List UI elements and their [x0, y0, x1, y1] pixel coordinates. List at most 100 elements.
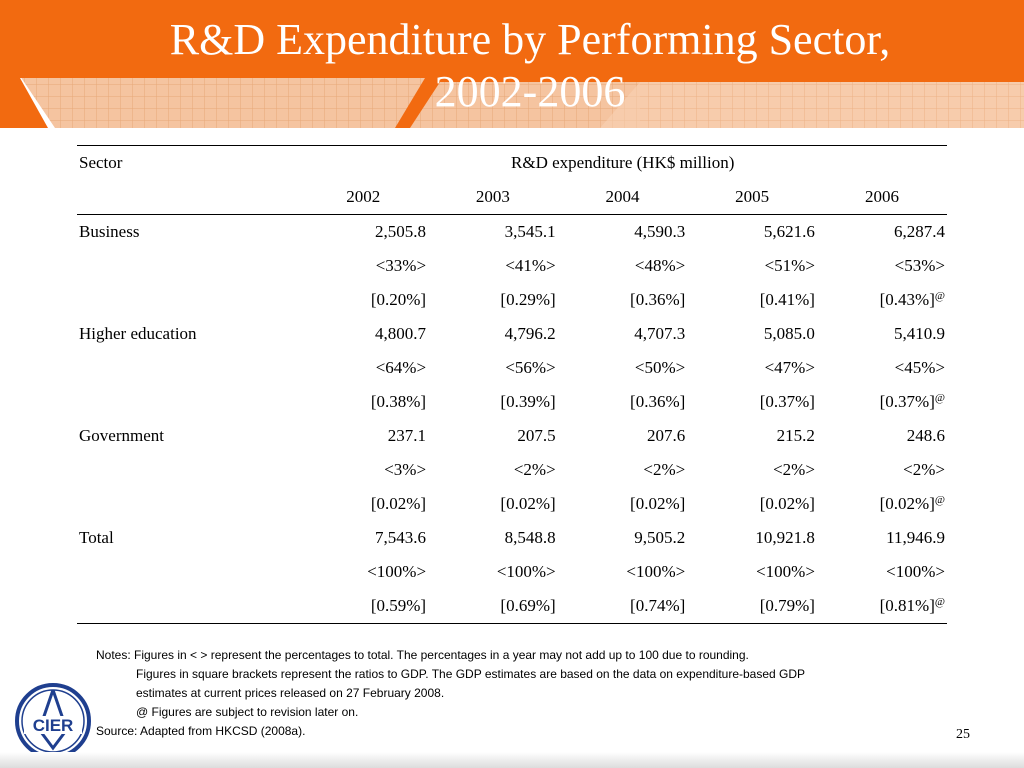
gdp-ratio-cell: [0.20%]	[370, 290, 427, 309]
gdp-ratio-cell: [0.37%]	[759, 392, 815, 411]
value-cell: 9,505.2	[634, 528, 686, 547]
gdp-ratio-cell: [0.43%]@	[817, 283, 947, 317]
slide-title-line-1: R&D Expenditure by Performing Sector,	[169, 15, 891, 64]
table-year-header-row: 2002 2003 2004 2005 2006	[77, 180, 947, 215]
gdp-ratio-cell: [0.39%]	[500, 392, 556, 411]
gdp-ratio-cell: [0.69%]	[428, 589, 558, 624]
expenditure-spanning-header: R&D expenditure (HK$ million)	[298, 145, 947, 180]
share-cell: <2%>	[513, 460, 556, 479]
share-cell: <50%>	[634, 358, 686, 377]
year-header: 2005	[687, 180, 817, 215]
share-cell: <45%>	[894, 358, 945, 377]
gdp-ratio-cell: [0.29%]	[500, 290, 556, 309]
value-cell: 4,796.2	[504, 324, 556, 343]
gdp-ratio-cell: [0.41%]	[759, 290, 815, 309]
empty-cell	[77, 249, 298, 283]
empty-cell	[77, 385, 298, 419]
value-cell: 11,946.9	[886, 528, 945, 547]
table-row: [0.59%] [0.69%] [0.74%] [0.79%] [0.81%]@	[77, 589, 947, 624]
revision-marker: @	[934, 494, 945, 506]
rd-expenditure-table: Sector R&D expenditure (HK$ million) 200…	[77, 145, 947, 624]
empty-cell	[77, 453, 298, 487]
gdp-ratio-cell: [0.79%]	[687, 589, 817, 624]
value-cell: 4,707.3	[634, 324, 686, 343]
value-cell: 237.1	[387, 426, 427, 445]
share-cell: <47%>	[764, 358, 815, 377]
gdp-ratio-cell: [0.02%]	[759, 494, 815, 513]
value-cell: 2,505.8	[375, 222, 427, 241]
sector-label: Government	[79, 426, 164, 445]
gdp-ratio-value: [0.81%]	[879, 596, 935, 615]
sector-label: Total	[79, 528, 114, 547]
value-cell: 207.6	[647, 426, 686, 445]
table-header-row: Sector R&D expenditure (HK$ million)	[77, 145, 947, 180]
share-cell: <100%>	[756, 562, 815, 581]
empty-header-cell	[77, 180, 299, 215]
table-row: [0.02%] [0.02%] [0.02%] [0.02%] [0.02%]@	[77, 487, 947, 521]
value-cell: 5,410.9	[894, 324, 945, 343]
note-line: @ Figures are subject to revision later …	[136, 705, 359, 719]
table-notes: Notes: Figures in < > represent the perc…	[96, 646, 956, 741]
table-row: Government 237.1 207.5 207.6 215.2 248.6	[77, 419, 947, 453]
table-row: Higher education 4,800.7 4,796.2 4,707.3…	[77, 317, 947, 351]
gdp-ratio-cell: [0.36%]	[630, 392, 686, 411]
value-cell: 207.5	[517, 426, 556, 445]
share-cell: <100%>	[886, 562, 945, 581]
source-line: Source: Adapted from HKCSD (2008a).	[96, 724, 306, 738]
empty-cell	[77, 283, 298, 317]
table-row: Total 7,543.6 8,548.8 9,505.2 10,921.8 1…	[77, 521, 947, 555]
year-header: 2003	[428, 180, 558, 215]
value-cell: 5,621.6	[763, 222, 815, 241]
gdp-ratio-value: [0.37%]	[879, 392, 935, 411]
gdp-ratio-value: [0.02%]	[879, 494, 935, 513]
revision-marker: @	[934, 392, 945, 404]
note-line: Notes: Figures in < > represent the perc…	[96, 648, 749, 662]
gdp-ratio-cell: [0.81%]@	[816, 589, 947, 624]
table-row: [0.20%] [0.29%] [0.36%] [0.41%] [0.43%]@	[77, 283, 947, 317]
share-cell: <2%>	[773, 460, 815, 479]
share-cell: <2%>	[643, 460, 686, 479]
title-banner	[0, 0, 1024, 128]
year-header: 2006	[816, 180, 947, 215]
value-cell: 10,921.8	[755, 528, 815, 547]
gdp-ratio-cell: [0.59%]	[298, 589, 429, 624]
value-cell: 215.2	[776, 426, 815, 445]
gdp-ratio-cell: [0.36%]	[630, 290, 686, 309]
table-row: <3%> <2%> <2%> <2%> <2%>	[77, 453, 947, 487]
gdp-ratio-cell: [0.02%]	[500, 494, 556, 513]
share-cell: <56%>	[505, 358, 556, 377]
share-cell: <100%>	[626, 562, 686, 581]
title-banner-graphic	[0, 0, 1024, 128]
share-cell: <64%>	[375, 358, 427, 377]
gdp-ratio-cell: [0.02%]@	[817, 487, 947, 521]
share-cell: <41%>	[505, 256, 556, 275]
gdp-ratio-cell: [0.74%]	[557, 589, 688, 624]
footer-band	[0, 752, 1024, 768]
empty-cell	[77, 351, 298, 385]
value-cell: 3,545.1	[504, 222, 556, 241]
table-row: Business 2,505.8 3,545.1 4,590.3 5,621.6…	[77, 215, 947, 250]
table-row: [0.38%] [0.39%] [0.36%] [0.37%] [0.37%]@	[77, 385, 947, 419]
slide-title-line-2: 2002-2006	[434, 67, 626, 116]
share-cell: <51%>	[764, 256, 815, 275]
year-header: 2004	[557, 180, 688, 215]
year-header: 2002	[298, 180, 429, 215]
table-row: <100%> <100%> <100%> <100%> <100%>	[77, 555, 947, 589]
value-cell: 6,287.4	[894, 222, 945, 241]
gdp-ratio-cell: [0.37%]@	[817, 385, 947, 419]
share-cell: <100%>	[367, 562, 427, 581]
share-cell: <100%>	[496, 562, 556, 581]
gdp-ratio-cell: [0.02%]	[630, 494, 686, 513]
gdp-ratio-cell: [0.38%]	[370, 392, 427, 411]
share-cell: <53%>	[894, 256, 945, 275]
share-cell: <48%>	[634, 256, 686, 275]
note-line: Figures in square brackets represent the…	[136, 667, 806, 681]
sector-label: Higher education	[79, 324, 197, 343]
revision-marker: @	[934, 596, 945, 608]
cier-logo-icon: CIER	[15, 683, 91, 759]
value-cell: 8,548.8	[504, 528, 556, 547]
empty-cell	[77, 487, 298, 521]
share-cell: <3%>	[384, 460, 427, 479]
value-cell: 4,800.7	[375, 324, 427, 343]
value-cell: 4,590.3	[634, 222, 686, 241]
